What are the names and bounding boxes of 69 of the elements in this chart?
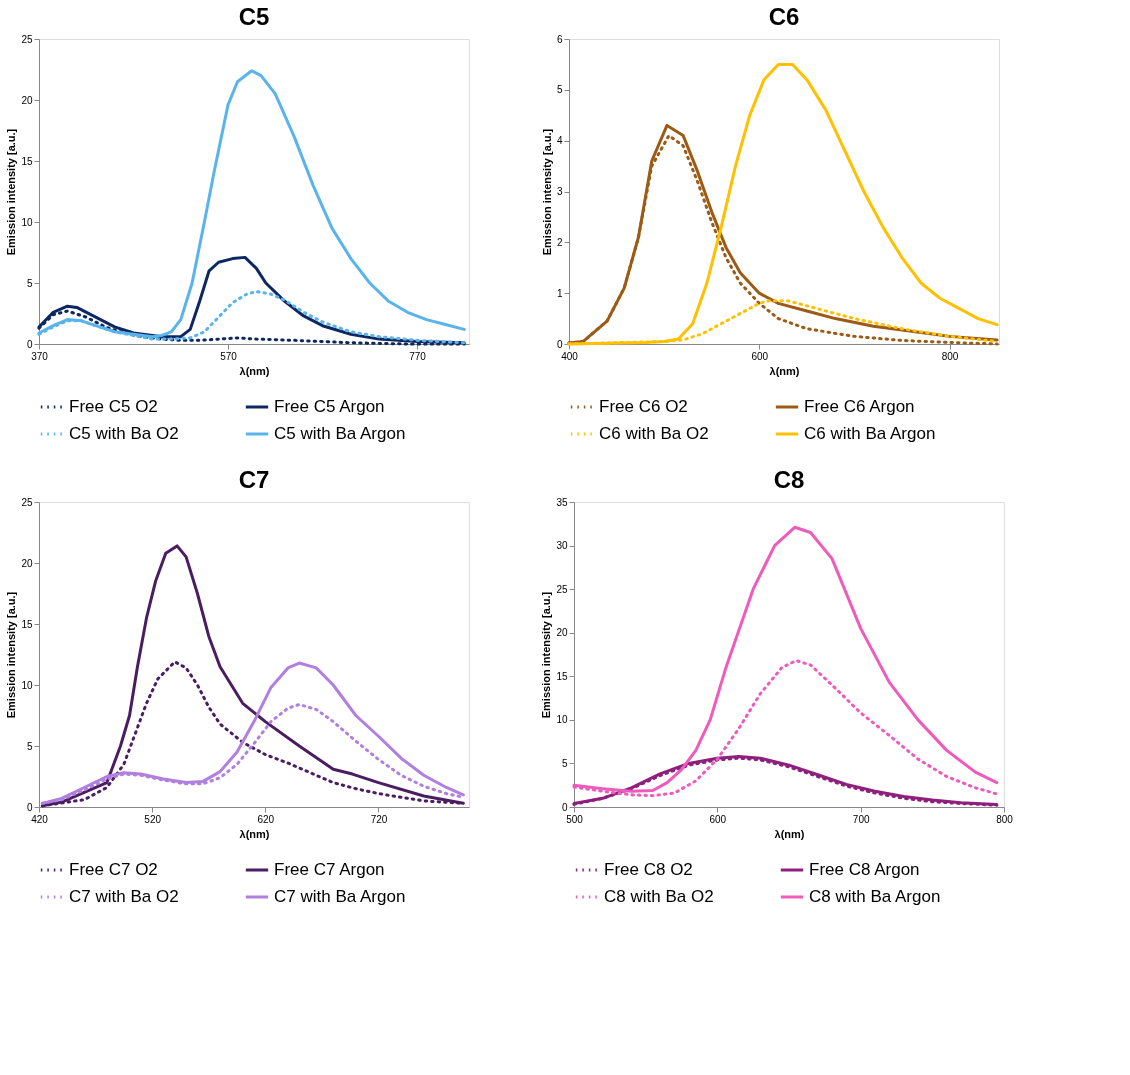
chart-title: C6 <box>768 3 800 30</box>
y-tick-label: 20 <box>21 94 33 106</box>
y-axis-title: Emission intensity [a.u.] <box>540 128 553 256</box>
x-tick-label: 800 <box>996 813 1014 825</box>
y-tick-label: 15 <box>556 670 568 682</box>
y-tick-label: 3 <box>556 186 563 197</box>
legend-label: C7 with Ba Argon <box>274 887 406 906</box>
y-tick-label: 5 <box>561 757 568 769</box>
x-tick-label: 720 <box>370 813 388 825</box>
y-tick-label: 1 <box>556 287 563 299</box>
y-tick-label: 0 <box>556 338 563 350</box>
legend-label: Free C7 Argon <box>274 860 385 879</box>
x-tick-label: 800 <box>941 350 959 362</box>
x-axis-title: λ(nm) <box>774 827 805 840</box>
x-axis-title: λ(nm) <box>239 827 270 840</box>
y-tick-label: 25 <box>556 583 568 595</box>
legend-label: C8 with Ba O2 <box>604 887 714 906</box>
x-tick-label: 520 <box>144 813 162 825</box>
y-tick-label: 20 <box>21 557 33 569</box>
legend-label: C6 with Ba Argon <box>804 424 936 443</box>
chart-title: C5 <box>238 3 270 30</box>
y-tick-label: 25 <box>21 33 33 45</box>
legend-label: C7 with Ba O2 <box>69 887 179 906</box>
y-tick-label: 4 <box>556 135 563 147</box>
y-axis-title: Emission intensity [a.u.] <box>5 128 18 256</box>
x-tick-label: 420 <box>31 813 49 825</box>
y-tick-label: 35 <box>556 496 568 508</box>
y-tick-label: 15 <box>21 155 33 167</box>
x-tick-label: 600 <box>751 350 769 362</box>
x-tick-label: 500 <box>566 813 584 825</box>
y-tick-label: 5 <box>26 740 33 752</box>
chart-title: C8 <box>773 466 805 493</box>
y-tick-label: 5 <box>26 277 33 289</box>
x-axis-title: λ(nm) <box>769 364 800 377</box>
y-tick-label: 2 <box>556 236 563 248</box>
x-tick-label: 620 <box>257 813 275 825</box>
y-tick-label: 30 <box>556 540 568 552</box>
y-tick-label: 0 <box>26 338 33 350</box>
legend-label: Free C5 Argon <box>274 397 385 416</box>
legend-label: Free C6 Argon <box>804 397 915 416</box>
x-tick-label: 600 <box>709 813 727 825</box>
x-axis-title: λ(nm) <box>239 364 270 377</box>
y-tick-label: 10 <box>21 679 33 691</box>
y-tick-label: 20 <box>556 627 568 639</box>
y-tick-label: 25 <box>21 496 33 508</box>
legend-label: C5 with Ba Argon <box>274 424 406 443</box>
x-tick-label: 370 <box>31 350 49 362</box>
y-tick-label: 10 <box>21 216 33 228</box>
x-tick-label: 570 <box>220 350 238 362</box>
y-tick-label: 0 <box>26 801 33 813</box>
chart-title: C7 <box>238 466 270 493</box>
y-axis-title: Emission intensity [a.u.] <box>540 591 553 719</box>
legend-label: Free C8 O2 <box>604 860 693 879</box>
y-axis-title: Emission intensity [a.u.] <box>5 591 18 719</box>
y-tick-label: 10 <box>556 714 568 726</box>
x-tick-label: 400 <box>561 350 579 362</box>
legend-label: C8 with Ba Argon <box>809 887 941 906</box>
y-tick-label: 6 <box>556 33 563 45</box>
x-tick-label: 700 <box>852 813 870 825</box>
legend-label: C5 with Ba O2 <box>69 424 179 443</box>
y-tick-label: 5 <box>556 84 563 96</box>
y-tick-label: 15 <box>21 618 33 630</box>
legend-label: Free C8 Argon <box>809 860 920 879</box>
legend-label: C6 with Ba O2 <box>599 424 709 443</box>
legend-label: Free C5 O2 <box>69 397 158 416</box>
legend-label: Free C7 O2 <box>69 860 158 879</box>
y-tick-label: 0 <box>561 801 568 813</box>
x-tick-label: 770 <box>409 350 427 362</box>
legend-label: Free C6 O2 <box>599 397 688 416</box>
